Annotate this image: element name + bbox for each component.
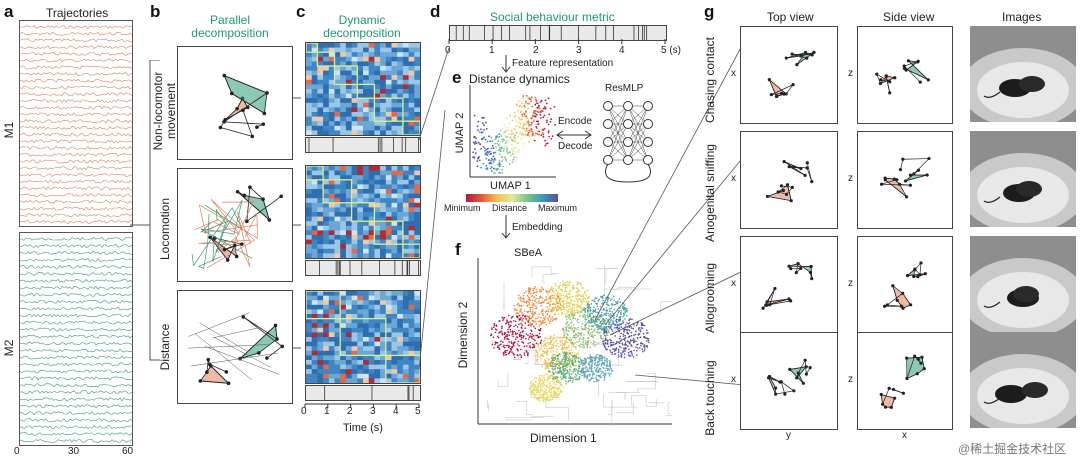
- g-side-allogrooming: [857, 236, 953, 334]
- panel-e-decode-label: Decode: [558, 141, 593, 152]
- g-axis-z-0: z: [848, 68, 853, 79]
- panel-b-plot-distance: [177, 290, 293, 404]
- panel-e-title: Distance dynamics: [469, 72, 570, 86]
- cbar-min: Minimum: [444, 203, 481, 213]
- panel-d-axis: [448, 39, 666, 44]
- c-tick-0: 0: [301, 406, 307, 417]
- panel-g-row-anogenital: Anogenital sniffing: [703, 144, 717, 242]
- panel-c-matrix-locomotion: [305, 165, 421, 259]
- g-axis-z-1: z: [848, 173, 853, 184]
- panel-b-plot-nonlocomotor: [177, 46, 293, 160]
- panel-e-encode-label: Encode: [558, 116, 592, 127]
- panel-a-m1-traces: [19, 20, 133, 227]
- g-top-anogenital: [740, 131, 838, 229]
- connector-lines: [418, 39, 745, 386]
- panel-c-ticklabels: 0 1 2 3 4 5: [299, 406, 429, 420]
- d-tick-5: 5 (s): [661, 45, 681, 56]
- panel-e-umap: [469, 85, 556, 178]
- panel-g-row-backtouching: Back touching: [703, 360, 717, 436]
- g-axis-x-side: x: [902, 430, 907, 441]
- d-tick-2: 2: [533, 45, 539, 56]
- g-axis-x-2: x: [731, 278, 736, 289]
- g-axis-z-2: z: [848, 278, 853, 289]
- panel-b-row-locomotion: Locomotion: [158, 197, 172, 261]
- panel-label-d: d: [430, 2, 441, 21]
- d-tick-3: 3: [576, 45, 582, 56]
- panel-label-e: e: [452, 68, 462, 87]
- panel-a-title: Trajectories: [46, 6, 109, 20]
- panel-c-barcode-distance: [305, 385, 421, 401]
- g-side-anogenital: [857, 131, 953, 229]
- d-tick-1: 1: [489, 45, 495, 56]
- panel-b-row-distance: Distance: [158, 323, 172, 371]
- g-top-chasing: [740, 26, 838, 124]
- panel-g-row-chasing: Chasing contact: [703, 36, 717, 124]
- panel-d-feature-label: Feature representation: [512, 58, 614, 69]
- panel-label-f: f: [455, 240, 461, 259]
- c-tick-5: 5: [415, 406, 421, 417]
- b-c-connectors: [293, 97, 301, 349]
- watermark: @稀土掘金技术社区: [958, 442, 1067, 456]
- panel-label-g: g: [704, 2, 715, 21]
- panel-e-xlabel: UMAP 1: [490, 180, 531, 192]
- c-tick-3: 3: [370, 406, 376, 417]
- panel-label-a: a: [4, 2, 14, 21]
- panel-a-m2-traces: [19, 232, 133, 446]
- panel-label-c: c: [296, 2, 306, 21]
- panel-c-matrix-distance: [305, 290, 421, 384]
- cbar-max: Maximum: [538, 203, 578, 213]
- panel-f-title: SBeA: [514, 247, 543, 259]
- panel-a-tick-30: 30: [68, 446, 80, 457]
- g-top-backtouching: [740, 332, 838, 430]
- arrow-embedding: [501, 215, 511, 239]
- panel-label-b: b: [150, 2, 161, 21]
- panel-e-embedding-label: Embedding: [512, 222, 563, 233]
- panel-g-col-sideview: Side view: [883, 10, 935, 24]
- c-tick-4: 4: [393, 406, 399, 417]
- panel-g-row-allogrooming: Allogrooming: [703, 262, 717, 334]
- panel-b-plot-locomotion: [177, 168, 293, 282]
- panel-a-m1-label: M1: [2, 121, 16, 139]
- panel-b-title: Parallel decomposition: [191, 13, 269, 40]
- panel-d-title: Social behaviour metric: [490, 10, 615, 24]
- panel-f-xlabel: Dimension 1: [530, 431, 597, 445]
- g-image-backtouching: [970, 332, 1076, 428]
- cbar-mid: Distance: [492, 203, 528, 213]
- c-tick-1: 1: [324, 406, 330, 417]
- g-axis-y-top: y: [786, 430, 791, 441]
- bracket-a-b: [130, 60, 160, 361]
- panel-g-col-topview: Top view: [767, 10, 814, 24]
- panel-c-matrix-nonlocomotor: [305, 42, 421, 136]
- g-image-anogenital: [970, 131, 1076, 227]
- g-axis-z-3: z: [848, 374, 853, 385]
- panel-c-xlabel: Time (s): [343, 422, 383, 434]
- panel-a-tick-60: 60: [122, 446, 134, 457]
- panel-g-col-images: Images: [1002, 10, 1042, 24]
- panel-a-tick-0: 0: [14, 446, 20, 457]
- panel-e-network-diagram: [603, 101, 653, 183]
- g-top-allogrooming: [740, 236, 838, 334]
- panel-f-embedding-plot: [477, 258, 672, 426]
- panel-b-row-nonlocomotor: Non-locomotor movement: [151, 71, 178, 151]
- g-axis-x-1: x: [731, 173, 736, 184]
- g-axis-x-3: x: [731, 374, 736, 385]
- panel-d-barcode: [449, 25, 667, 41]
- panel-c-barcode-locomotion: [305, 260, 421, 276]
- c-tick-2: 2: [347, 406, 353, 417]
- g-side-chasing: [857, 26, 953, 124]
- panel-e-colorbar: [466, 194, 558, 202]
- arrow-feature: [501, 55, 511, 73]
- g-axis-x-0: x: [731, 68, 736, 79]
- panel-e-resmlp-label: ResMLP: [605, 83, 644, 94]
- g-image-chasing: [970, 26, 1076, 122]
- arrow-encode-decode: [556, 130, 592, 140]
- g-side-backtouching: [857, 332, 953, 430]
- panel-a-m2-label: M2: [2, 339, 16, 357]
- panel-c-title: Dynamic decomposition: [323, 13, 401, 40]
- g-image-allogrooming: [970, 236, 1076, 332]
- panel-c-barcode-nonlocomotor: [305, 137, 421, 153]
- panel-c-time-axis: [304, 403, 420, 408]
- d-tick-4: 4: [619, 45, 625, 56]
